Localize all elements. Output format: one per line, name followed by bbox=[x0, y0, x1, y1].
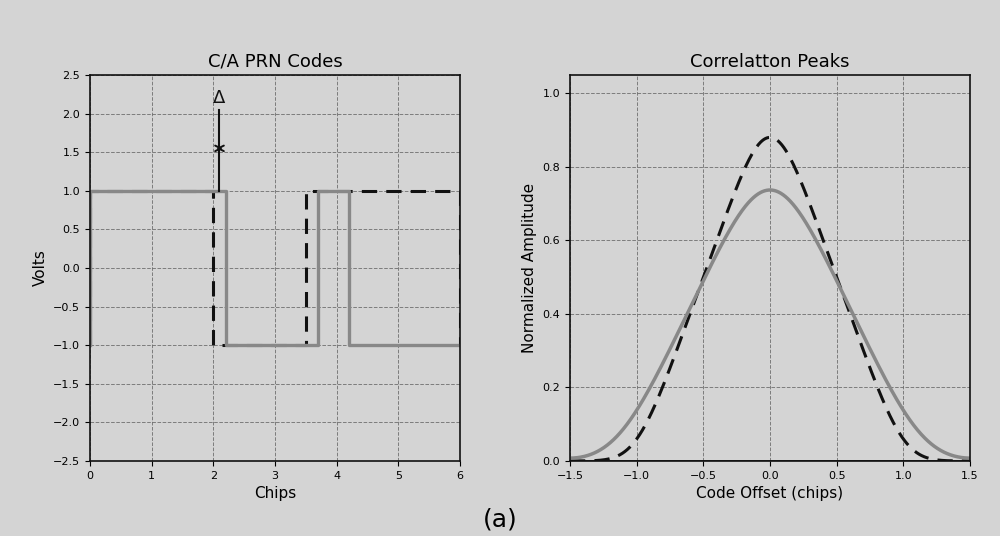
X-axis label: Code Offset (chips): Code Offset (chips) bbox=[696, 486, 844, 501]
Title: C/A PRN Codes: C/A PRN Codes bbox=[208, 53, 342, 71]
Y-axis label: Volts: Volts bbox=[33, 250, 48, 286]
Y-axis label: Normalized Amplitude: Normalized Amplitude bbox=[522, 183, 537, 353]
X-axis label: Chips: Chips bbox=[254, 486, 296, 501]
Title: Correlatton Peaks: Correlatton Peaks bbox=[690, 53, 850, 71]
Text: $\Delta$: $\Delta$ bbox=[212, 90, 227, 107]
Text: (a): (a) bbox=[483, 508, 517, 532]
